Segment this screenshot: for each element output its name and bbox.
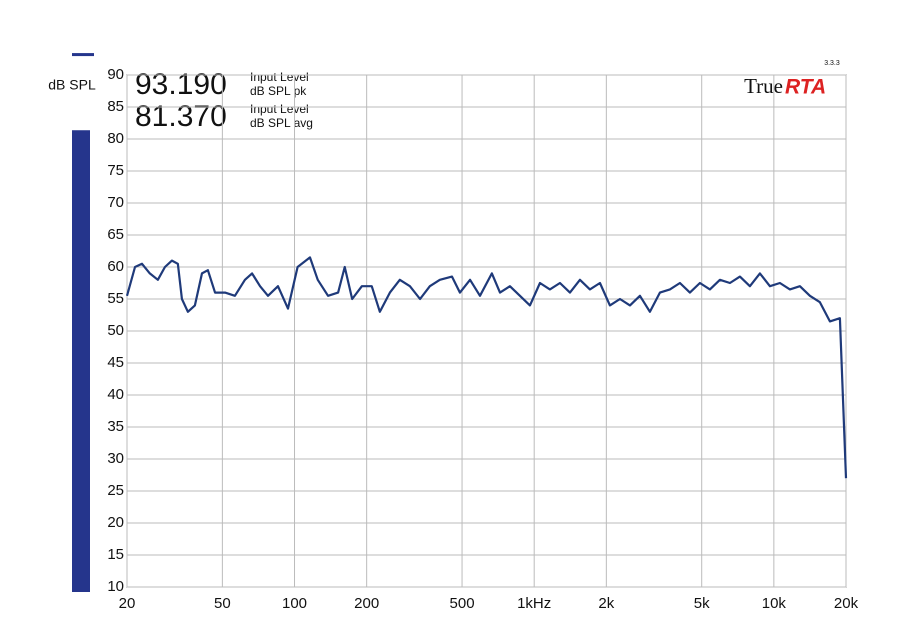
y-tick-label: 15: [107, 546, 124, 563]
x-tick-label: 20k: [834, 595, 859, 612]
avg-title: Input Level: [250, 102, 309, 116]
peak-indicator: [72, 53, 94, 57]
y-tick-label: 50: [107, 322, 124, 339]
y-tick-label: 65: [107, 226, 124, 243]
y-tick-label: 40: [107, 386, 124, 403]
y-tick-label: 45: [107, 354, 124, 371]
x-tick-label: 200: [354, 595, 379, 612]
y-tick-label: 80: [107, 130, 124, 147]
version: 3.3.3: [824, 60, 840, 67]
peak-title: Input Level: [250, 70, 309, 84]
x-tick-label: 500: [450, 595, 475, 612]
y-tick-label: 55: [107, 290, 124, 307]
y-tick-label: 60: [107, 258, 124, 275]
y-tick-label: 30: [107, 450, 124, 467]
x-tick-label: 100: [282, 595, 307, 612]
x-tick-label: 50: [214, 595, 231, 612]
avg-value: 81.370: [135, 100, 227, 133]
x-tick-label: 1kHz: [517, 595, 551, 612]
y-tick-label: 85: [107, 98, 124, 115]
y-tick-label: 35: [107, 418, 124, 435]
peak-unit: dB SPL pk: [250, 84, 307, 98]
y-tick-label: 70: [107, 194, 124, 211]
y-axis-label: dB SPL: [48, 77, 96, 93]
y-tick-label: 75: [107, 162, 124, 179]
peak-value: 93.190: [135, 68, 227, 101]
y-tick-label: 25: [107, 482, 124, 499]
y-tick-label: 10: [107, 578, 124, 595]
brand-true: True: [744, 74, 783, 98]
brand-rta: RTA: [785, 76, 826, 99]
rta-line: [125, 256, 848, 479]
avg-unit: dB SPL avg: [250, 116, 313, 130]
y-tick-label: 90: [107, 66, 124, 83]
x-tick-label: 2k: [598, 595, 614, 612]
x-tick-label: 5k: [694, 595, 710, 612]
x-tick-label: 20: [119, 595, 136, 612]
level-meter: [72, 130, 90, 592]
y-tick-label: 20: [107, 514, 124, 531]
x-tick-label: 10k: [762, 595, 787, 612]
